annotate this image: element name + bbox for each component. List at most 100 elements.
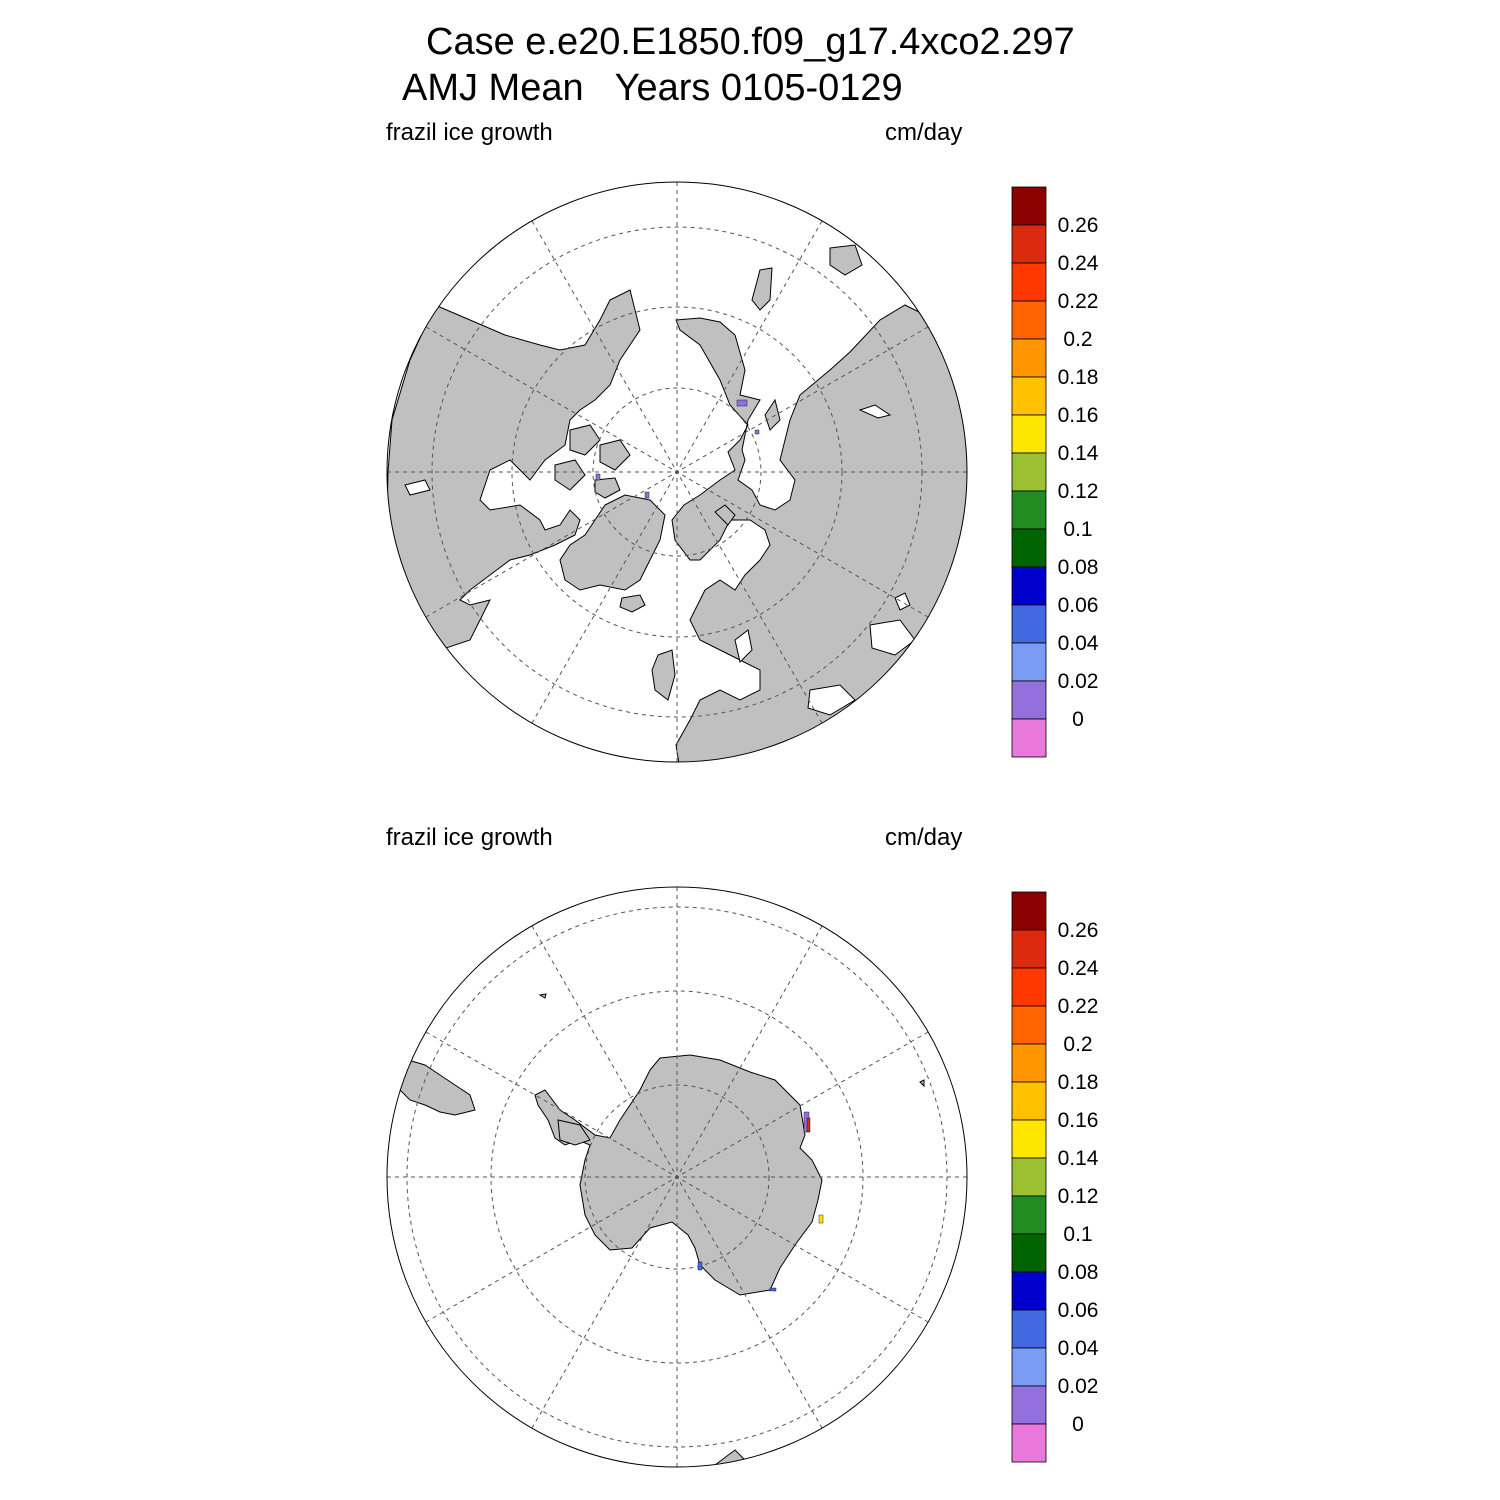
chukotka-coast xyxy=(751,267,773,311)
colorbar-tick-label: 0.18 xyxy=(1058,1071,1099,1094)
colorbar-swatch xyxy=(1011,680,1047,720)
arctic-island xyxy=(554,459,586,491)
north-polar-map xyxy=(386,181,968,763)
colorbar-swatch xyxy=(1011,490,1047,530)
colorbar-tick-label: 0.06 xyxy=(1058,1299,1099,1322)
colorbar-swatch xyxy=(1011,1347,1047,1387)
antarctica-landmass xyxy=(534,1054,823,1296)
figure-title-line1: Case e.e20.E1850.f09_g17.4xco2.297 xyxy=(426,21,1075,63)
antarctic-peninsula xyxy=(557,1119,591,1146)
colorbar-swatch xyxy=(1011,1309,1047,1349)
subantarctic-island xyxy=(538,993,547,999)
colorbar-tick-label: 0.04 xyxy=(1058,1337,1099,1360)
colorbar-tick-label: 0 xyxy=(1072,1413,1084,1436)
north-america-landmass xyxy=(387,289,641,651)
colorbar-swatch xyxy=(1011,967,1047,1007)
colorbar-swatch xyxy=(1011,1157,1047,1197)
south-graticule xyxy=(387,887,967,1467)
arctic-island xyxy=(569,424,601,456)
colorbar-tick-label: 0.2 xyxy=(1063,1033,1092,1056)
greenland-landmass xyxy=(559,494,666,591)
colorbar-swatch xyxy=(1011,642,1047,682)
colorbar-tick-label: 0.02 xyxy=(1058,1375,1099,1398)
black-sea xyxy=(807,684,856,716)
frazil-value-patch xyxy=(595,473,601,481)
iceland xyxy=(619,594,646,613)
frazil-value-patch xyxy=(769,1287,777,1292)
colorbar-swatch xyxy=(1011,929,1047,969)
south-panel-variable-label: frazil ice growth xyxy=(386,824,553,851)
colorbar-swatch xyxy=(1011,262,1047,302)
colorbar-tick-label: 0.16 xyxy=(1058,404,1099,427)
arctic-island xyxy=(594,477,621,499)
colorbar-swatch xyxy=(1011,1195,1047,1235)
figure-title-line2: AMJ Mean Years 0105-0129 xyxy=(402,67,903,109)
frazil-value-patch xyxy=(806,1117,811,1133)
colorbar-swatch xyxy=(1011,414,1047,454)
north-graticule xyxy=(387,182,967,762)
inland-lake xyxy=(858,404,892,419)
colorbar-tick-label: 0.12 xyxy=(1058,1185,1099,1208)
frazil-value-patch xyxy=(754,429,760,435)
subantarctic-island xyxy=(919,1079,925,1088)
colorbar-swatch xyxy=(1011,1385,1047,1425)
colorbar-tick-label: 0.2 xyxy=(1063,328,1092,351)
south-map-border xyxy=(386,886,968,1468)
colorbar-tick-label: 0.12 xyxy=(1058,480,1099,503)
colorbar-tick-label: 0.14 xyxy=(1058,1147,1099,1170)
colorbar-tick-label: 0.24 xyxy=(1058,957,1099,980)
colorbar-swatch xyxy=(1011,718,1047,758)
colorbar-tick-label: 0.26 xyxy=(1058,919,1099,942)
colorbar-tick-label: 0.06 xyxy=(1058,594,1099,617)
south-colorbar: 0.26 0.24 0.22 0.2 0.18 0.16 0.14 0.12 0.1 0.08 0.… xyxy=(1011,891,1099,1463)
colorbar-swatch xyxy=(1011,1043,1047,1083)
colorbar-swatch xyxy=(1011,891,1047,931)
colorbar-tick-label: 0.26 xyxy=(1058,214,1099,237)
colorbar-swatch xyxy=(1011,186,1047,226)
colorbar-tick-label: 0 xyxy=(1072,708,1084,731)
colorbar-swatch xyxy=(1011,452,1047,492)
colorbar-tick-label: 0.02 xyxy=(1058,670,1099,693)
colorbar-tick-label: 0.24 xyxy=(1058,252,1099,275)
caspian-sea xyxy=(869,619,916,656)
frazil-value-patch xyxy=(644,491,650,499)
colorbar-swatch xyxy=(1011,338,1047,378)
colorbar-swatch xyxy=(1011,604,1047,644)
colorbar-tick-label: 0.22 xyxy=(1058,995,1099,1018)
colorbar-tick-label: 0.14 xyxy=(1058,442,1099,465)
svalbard xyxy=(714,504,736,526)
colorbar-swatch xyxy=(1011,1081,1047,1121)
arctic-island xyxy=(599,439,631,471)
north-panel-variable-label: frazil ice growth xyxy=(386,119,553,146)
colorbar-swatch xyxy=(1011,1271,1047,1311)
arctic-island xyxy=(764,398,781,431)
colorbar-tick-label: 0.08 xyxy=(1058,556,1099,579)
south-polar-map xyxy=(386,886,968,1468)
colorbar-tick-label: 0.16 xyxy=(1058,1109,1099,1132)
colorbar-tick-label: 0.22 xyxy=(1058,290,1099,313)
colorbar-swatch xyxy=(1011,1005,1047,1045)
colorbar-swatch xyxy=(1011,566,1047,606)
colorbar-tick-label: 0.08 xyxy=(1058,1261,1099,1284)
frazil-value-patch xyxy=(697,1261,703,1271)
north-colorbar: 0.26 0.24 0.22 0.2 0.18 0.16 0.14 0.12 0.1 0.08 0.… xyxy=(1011,186,1099,758)
colorbar-tick-label: 0.18 xyxy=(1058,366,1099,389)
colorbar-swatch xyxy=(1011,1233,1047,1273)
colorbar-swatch xyxy=(1011,300,1047,340)
baltic-sea xyxy=(734,629,753,663)
colorbar-tick-label: 0.04 xyxy=(1058,632,1099,655)
inland-lake xyxy=(404,479,431,496)
north-panel-units-label: cm/day xyxy=(885,119,963,146)
frazil-value-patch xyxy=(736,399,748,407)
south-panel-units-label: cm/day xyxy=(885,824,963,851)
aral-sea xyxy=(894,592,911,611)
colorbar-swatch xyxy=(1011,376,1047,416)
colorbar-swatch xyxy=(1011,1423,1047,1463)
north-map-border xyxy=(386,181,968,763)
colorbar-swatch xyxy=(1011,528,1047,568)
frazil-value-patch xyxy=(818,1214,824,1224)
colorbar-tick-label: 0.1 xyxy=(1063,1223,1092,1246)
colorbar-tick-label: 0.1 xyxy=(1063,518,1092,541)
kamchatka-coast xyxy=(829,244,863,276)
